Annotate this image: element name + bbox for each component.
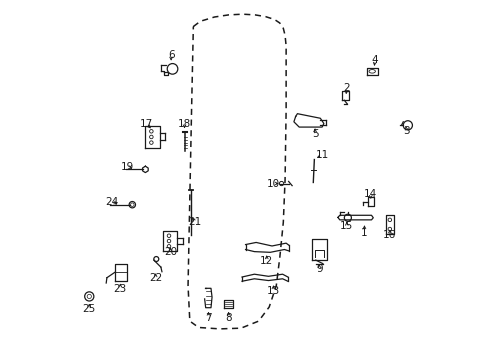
- Text: 15: 15: [340, 221, 353, 231]
- Text: 11: 11: [315, 150, 328, 160]
- Text: 2: 2: [343, 83, 349, 93]
- Text: 25: 25: [82, 304, 96, 314]
- Text: 18: 18: [178, 118, 191, 129]
- Text: 14: 14: [364, 189, 377, 199]
- Text: 5: 5: [311, 129, 318, 139]
- Text: 16: 16: [383, 230, 396, 240]
- Text: 24: 24: [105, 197, 119, 207]
- Text: 10: 10: [266, 179, 280, 189]
- Text: 1: 1: [361, 228, 367, 238]
- Text: 23: 23: [113, 284, 127, 294]
- Text: 20: 20: [163, 247, 177, 257]
- Text: 22: 22: [149, 273, 162, 283]
- Text: 13: 13: [266, 286, 280, 296]
- Text: 19: 19: [121, 162, 134, 172]
- Text: 6: 6: [167, 50, 174, 60]
- Text: 9: 9: [315, 264, 322, 274]
- Text: 7: 7: [205, 312, 211, 323]
- Text: 12: 12: [260, 256, 273, 266]
- Text: 3: 3: [403, 126, 409, 136]
- Text: 21: 21: [188, 217, 202, 227]
- Text: 4: 4: [371, 55, 378, 65]
- Text: 17: 17: [140, 118, 153, 129]
- Text: 8: 8: [225, 312, 231, 323]
